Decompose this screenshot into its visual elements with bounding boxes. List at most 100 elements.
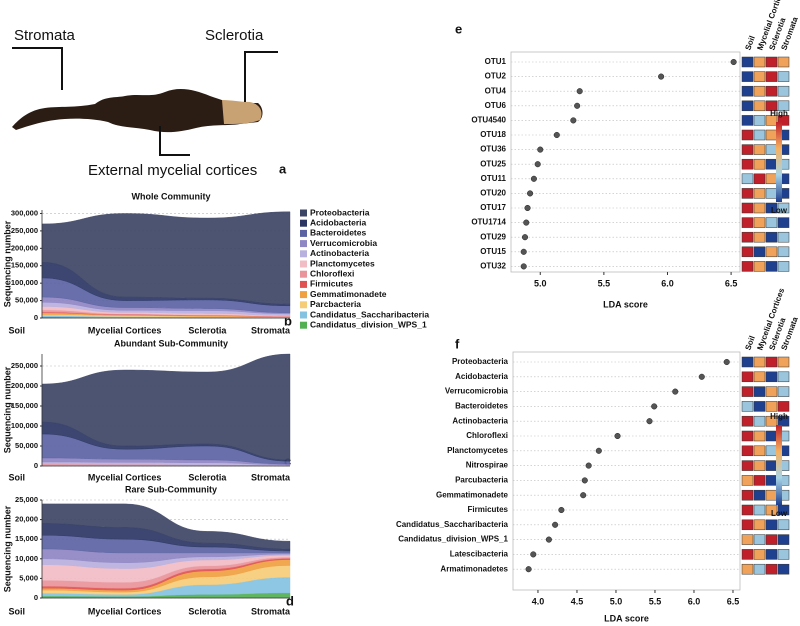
heat-cell (765, 144, 778, 155)
heat-cell (765, 56, 778, 68)
dot (530, 175, 537, 182)
heat-cell (741, 371, 754, 383)
colorbar (776, 122, 782, 202)
heat-cell (777, 115, 790, 126)
y-tick-label: 250,000 (11, 361, 38, 370)
dot (520, 248, 527, 255)
heat-cell (765, 549, 778, 560)
stream-area (41, 211, 291, 305)
heat-cell (765, 115, 778, 126)
row-label: OTU11 (481, 174, 507, 183)
heat-cell (741, 445, 754, 457)
heat-cell (741, 386, 754, 397)
heat-cell (765, 475, 778, 486)
y-tick-label: 0 (34, 461, 38, 470)
x-tick-label: Sclerotia (188, 325, 227, 335)
sclerotia-pointer (244, 51, 278, 102)
colorbar-label: Low (771, 206, 788, 215)
heat-cell (741, 56, 754, 68)
heat-cell (753, 261, 766, 272)
heat-cell (777, 217, 790, 228)
legend-swatch (300, 280, 307, 288)
legend-label: Chloroflexi (310, 268, 354, 278)
heat-cell (753, 475, 766, 486)
x-tick-label: Soil (8, 472, 25, 482)
heat-cell (741, 158, 754, 170)
dot (658, 73, 665, 80)
heat-cell (753, 386, 766, 397)
root-tip (222, 100, 262, 124)
heat-cell (753, 173, 766, 185)
dot (580, 492, 587, 499)
y-tick-label: 50,000 (15, 296, 38, 305)
dot (530, 551, 537, 558)
heat-cell (753, 158, 766, 170)
row-label: Candidatus_Saccharibacteria (396, 520, 509, 529)
x-tick-label: Soil (8, 325, 25, 335)
heat-cell (777, 563, 790, 575)
heat-cell (753, 85, 766, 97)
x-tick-label: 4.0 (532, 596, 545, 606)
row-label: OTU4 (485, 86, 507, 95)
heat-cell (741, 519, 754, 531)
heat-cell (753, 415, 766, 427)
x-tick-label: Soil (8, 606, 25, 616)
stream-area (41, 503, 291, 550)
x-tick-label: Stromata (251, 472, 291, 482)
heat-cell (765, 415, 778, 427)
heat-cell (765, 246, 778, 258)
heat-cell (741, 231, 754, 243)
heat-cell (765, 504, 778, 516)
legend-label: Proteobacteria (310, 207, 370, 217)
dot (520, 263, 527, 270)
legend-label: Planctomycetes (310, 258, 375, 268)
heat-cell (753, 401, 766, 412)
heat-cell (765, 173, 778, 185)
heat-cell (765, 202, 778, 214)
legend-label: Parcbacteria (310, 299, 361, 309)
colorbar-label: High (770, 109, 788, 118)
y-tick-label: 0 (34, 313, 38, 322)
row-label: OTU29 (480, 232, 506, 241)
heat-cell (753, 144, 766, 155)
legend-swatch (300, 209, 307, 217)
photo-label: Sclerotia (205, 27, 264, 44)
heat-cell (753, 534, 766, 545)
row-label: Verrucomicrobia (445, 387, 509, 396)
heat-cell (777, 504, 790, 516)
heat-cell (765, 519, 778, 531)
heat-cell (753, 129, 766, 141)
y-tick-label: 10,000 (15, 554, 38, 563)
heat-cell (741, 246, 754, 258)
x-tick-label: 4.5 (571, 596, 584, 606)
dot (534, 161, 541, 168)
x-tick-label: 5.5 (598, 278, 611, 288)
y-tick-label: 200,000 (11, 243, 38, 252)
panel-letter: e (455, 21, 462, 36)
row-label: Candidatus_division_WPS_1 (398, 535, 508, 544)
row-label: OTU32 (480, 262, 506, 271)
dot (723, 358, 730, 366)
y-tick-label: 100,000 (11, 278, 38, 287)
chart-title: Abundant Sub-Community (114, 338, 228, 348)
row-label: OTU17 (480, 203, 506, 212)
heat-cell (765, 261, 778, 272)
heat-cell (753, 188, 766, 199)
heat-cell (753, 100, 766, 112)
row-label: Bacteroidetes (455, 402, 508, 411)
dot (646, 418, 653, 425)
heat-cell (741, 489, 754, 501)
row-label: OTU1 (485, 57, 507, 66)
y-axis-title: Sequencing number (2, 505, 12, 592)
dot (574, 102, 581, 109)
legend-swatch (300, 250, 307, 258)
panel-letter: a (279, 161, 287, 176)
chart-title: Rare Sub-Community (125, 484, 217, 494)
x-tick-label: Mycelial Cortices (88, 325, 162, 335)
heat-cell (777, 519, 790, 531)
dot (523, 219, 530, 226)
dot (698, 373, 705, 380)
heat-cell (741, 261, 754, 272)
heat-cell (741, 188, 754, 199)
legend-label: Candidatus_Saccharibacteria (310, 309, 429, 319)
